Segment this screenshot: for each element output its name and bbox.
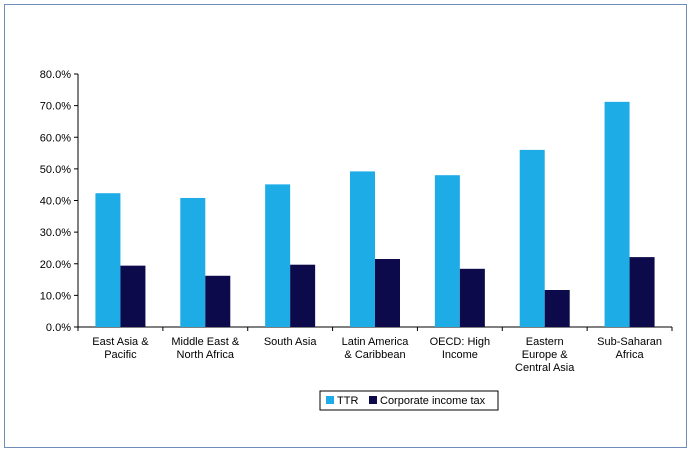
x-tick-label: East Asia & Pacific <box>92 336 149 361</box>
legend-label: Corporate income tax <box>380 395 486 407</box>
bar-ttr <box>350 171 375 327</box>
bar-ttr <box>434 175 460 327</box>
bar-corporate-income-tax <box>544 289 570 327</box>
legend-swatch <box>326 396 334 404</box>
y-tick-label: 0.0% <box>46 322 71 334</box>
x-tick-label: South Asia <box>264 336 317 348</box>
bar-ttr <box>265 184 291 327</box>
bar-corporate-income-tax <box>459 268 485 327</box>
y-tick-label: 20.0% <box>40 259 71 271</box>
x-tick-label: Latin America & Caribbean <box>342 336 410 361</box>
x-tick-label: Eastern Europe & Central Asia <box>515 336 575 374</box>
y-tick-label: 50.0% <box>40 164 71 176</box>
legend-label: TTR <box>337 395 358 407</box>
bar-ttr <box>519 149 545 327</box>
x-tick-label: OECD: High Income <box>430 336 491 361</box>
bar-corporate-income-tax <box>290 264 316 327</box>
bar-ttr <box>180 197 206 327</box>
y-tick-label: 70.0% <box>40 101 71 113</box>
bar-corporate-income-tax <box>205 275 231 327</box>
x-tick-label: Middle East & North Africa <box>171 336 240 361</box>
bar-corporate-income-tax <box>120 265 146 327</box>
bar-ttr <box>95 193 121 327</box>
y-tick-label: 80.0% <box>40 69 71 81</box>
legend <box>319 390 499 411</box>
bar-corporate-income-tax <box>629 257 655 327</box>
chart-frame: 0.0% 10.0% 20.0% 30.0% 40.0% 50.0% 60.0% 70.0% 8… <box>4 4 687 448</box>
y-tick-label: 30.0% <box>40 227 71 239</box>
bar-chart: 0.0% 10.0% 20.0% 30.0% 40.0% 50.0% 60.0% 70.0% 8… <box>40 69 673 411</box>
y-tick-label: 60.0% <box>40 132 71 144</box>
legend-swatch <box>369 396 377 404</box>
bar-ttr <box>604 101 630 327</box>
bar-corporate-income-tax <box>375 259 400 327</box>
y-tick-label: 10.0% <box>40 290 71 302</box>
x-tick-label: Sub-Saharan Africa <box>597 336 662 361</box>
y-tick-label: 40.0% <box>40 196 71 208</box>
